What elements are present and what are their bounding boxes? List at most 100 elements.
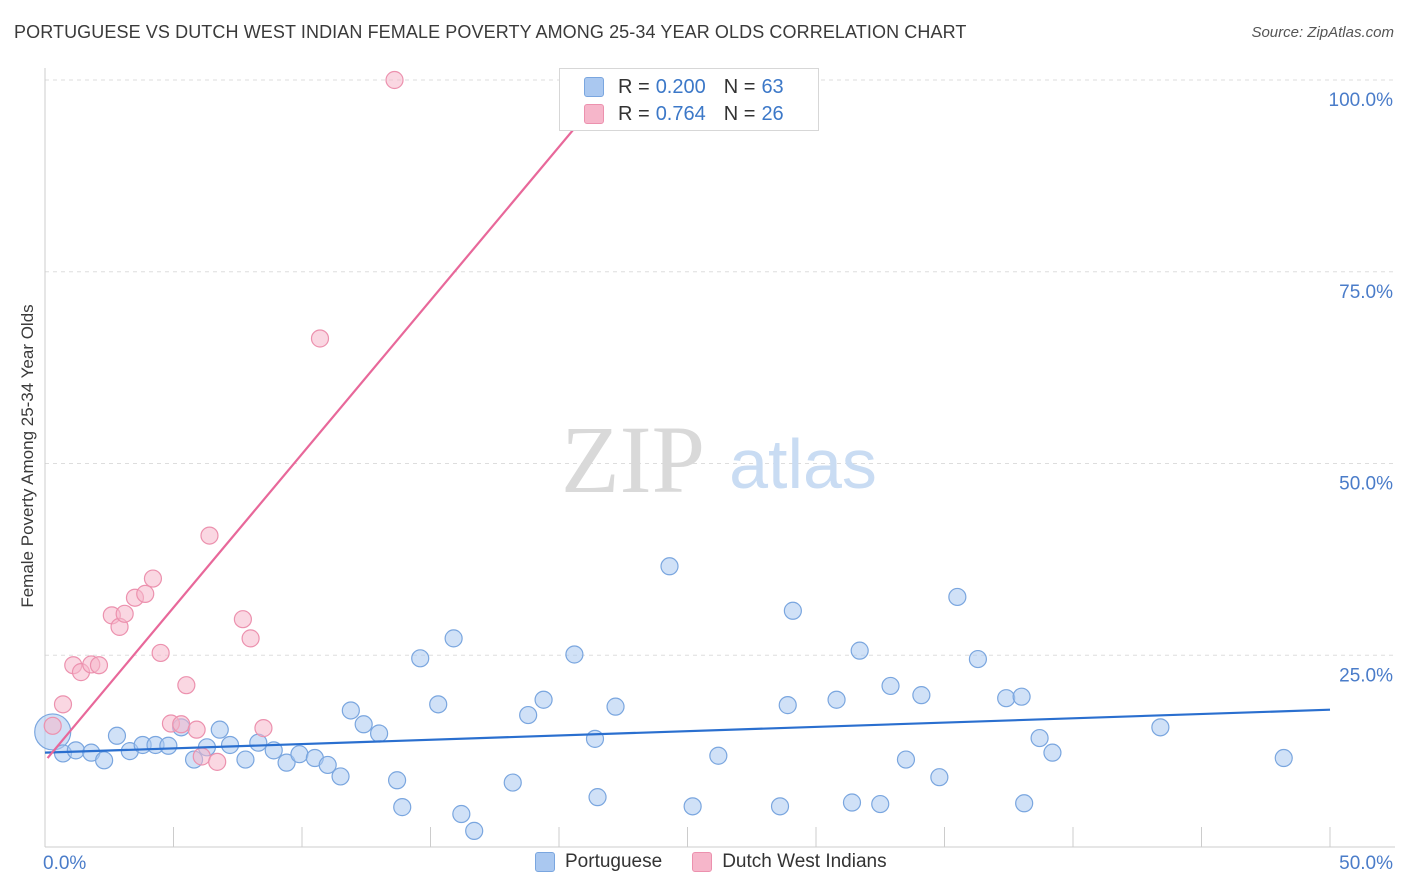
dutch-point xyxy=(192,747,211,766)
portuguese-point xyxy=(1015,794,1034,813)
portuguese-point xyxy=(503,773,522,792)
portuguese-point xyxy=(331,767,350,786)
dutch-point xyxy=(200,526,219,545)
portuguese-point xyxy=(393,798,412,817)
portuguese-point xyxy=(1030,728,1049,748)
dutch-point xyxy=(177,676,196,695)
trend-lines xyxy=(44,75,1331,759)
portuguese-point xyxy=(387,771,407,790)
portuguese-point xyxy=(948,587,967,607)
y-tick-label: 25.0% xyxy=(1339,665,1393,686)
portuguese-point xyxy=(159,736,178,755)
legend-n-value: 63 xyxy=(761,75,784,98)
gridlines xyxy=(45,79,1395,656)
portuguese-point xyxy=(842,793,862,812)
dutch-swatch xyxy=(692,852,713,872)
portuguese-point xyxy=(997,689,1016,708)
x-tick-label: 50.0% xyxy=(1339,853,1393,874)
portuguese-point xyxy=(1043,743,1062,762)
dutch-point xyxy=(115,604,134,623)
portuguese-point xyxy=(1274,748,1293,768)
x-tick-label: 0.0% xyxy=(43,853,86,874)
portuguese-point xyxy=(277,753,296,772)
dutch-legend-label: Dutch West Indians xyxy=(722,851,887,872)
dutch-point xyxy=(89,656,109,675)
portuguese-swatch xyxy=(535,852,555,872)
legend-swatch-dutch xyxy=(584,104,604,124)
portuguese-point xyxy=(683,797,702,816)
dutch-point xyxy=(151,643,170,663)
portuguese-point xyxy=(606,697,625,716)
legend-row-dutch: R = 0.764 N = 26 xyxy=(584,102,784,126)
portuguese-point xyxy=(770,797,790,816)
legend-r-label: R = xyxy=(618,75,650,98)
portuguese-point xyxy=(444,629,463,648)
data-points xyxy=(34,70,1293,840)
dutch-point xyxy=(172,715,191,734)
portuguese-point xyxy=(827,690,846,709)
portuguese-point xyxy=(519,705,538,725)
watermark-zip: ZIP xyxy=(561,406,705,513)
portuguese-point xyxy=(236,750,255,769)
portuguese-point xyxy=(585,729,605,748)
portuguese-point xyxy=(850,641,869,660)
chart-title: PORTUGUESE VS DUTCH WEST INDIAN FEMALE P… xyxy=(14,22,967,42)
dutch-point xyxy=(233,610,252,629)
legend-r-value: 0.200 xyxy=(655,75,706,98)
portuguese-point xyxy=(534,690,553,709)
watermark-atlas: atlas xyxy=(729,425,877,503)
series-legend-portuguese[interactable]: Portuguese xyxy=(535,851,662,873)
legend-swatch-portuguese xyxy=(584,77,604,97)
portuguese-point xyxy=(107,726,127,745)
correlation-legend: R = 0.200 N = 63 R = 0.764 N = 26 xyxy=(559,68,819,131)
y-tick-label: 50.0% xyxy=(1339,474,1393,495)
portuguese-point xyxy=(896,750,916,769)
portuguese-point xyxy=(778,696,797,715)
series-legend-dutch[interactable]: Dutch West Indians xyxy=(692,851,887,873)
portuguese-point xyxy=(465,821,484,840)
portuguese-point xyxy=(1012,687,1031,706)
y-tick-label: 75.0% xyxy=(1339,282,1393,303)
dutch-point xyxy=(254,719,273,738)
portuguese-point xyxy=(318,755,337,775)
portuguese-point xyxy=(210,720,229,739)
dutch-point xyxy=(310,329,330,348)
portuguese-point xyxy=(341,701,360,720)
portuguese-point xyxy=(565,645,584,664)
dutch-point xyxy=(143,569,163,588)
dutch-point xyxy=(241,629,260,648)
legend-r-label: R = xyxy=(618,102,650,125)
portuguese-point xyxy=(709,746,728,765)
portuguese-point xyxy=(588,788,607,807)
dutch-point xyxy=(136,584,155,603)
watermark: ZIP atlas xyxy=(561,406,877,513)
portuguese-point xyxy=(871,794,890,814)
portuguese-point xyxy=(370,724,389,743)
y-axis-label: Female Poverty Among 25-34 Year Olds xyxy=(18,304,37,608)
dutch-point xyxy=(53,695,73,714)
y-tick-label: 100.0% xyxy=(1329,90,1394,111)
legend-n-label: N = xyxy=(723,75,756,98)
portuguese-point xyxy=(411,649,430,668)
portuguese-point xyxy=(881,676,900,696)
portuguese-point xyxy=(452,804,471,824)
source-credit: Source: ZipAtlas.com xyxy=(1251,24,1394,41)
portuguese-point xyxy=(95,751,114,770)
portuguese-point xyxy=(783,601,802,620)
dutch-point xyxy=(208,752,227,771)
portuguese-point xyxy=(220,735,240,755)
legend-row-portuguese: R = 0.200 N = 63 xyxy=(584,75,784,99)
portuguese-trend-line xyxy=(44,708,1331,754)
portuguese-point xyxy=(930,768,949,787)
portuguese-point xyxy=(354,715,373,734)
dutch-point xyxy=(187,720,206,739)
dutch-point xyxy=(43,716,62,735)
portuguese-point xyxy=(290,745,309,764)
tick-labels: 25.0% 50.0% 75.0% 100.0% 0.0% 50.0% xyxy=(43,90,1393,874)
portuguese-point xyxy=(429,695,448,714)
legend-r-value: 0.764 xyxy=(655,102,706,125)
portuguese-point xyxy=(1151,718,1170,737)
series-legend: Portuguese Dutch West Indians xyxy=(535,851,917,873)
dutch-point xyxy=(385,70,404,90)
